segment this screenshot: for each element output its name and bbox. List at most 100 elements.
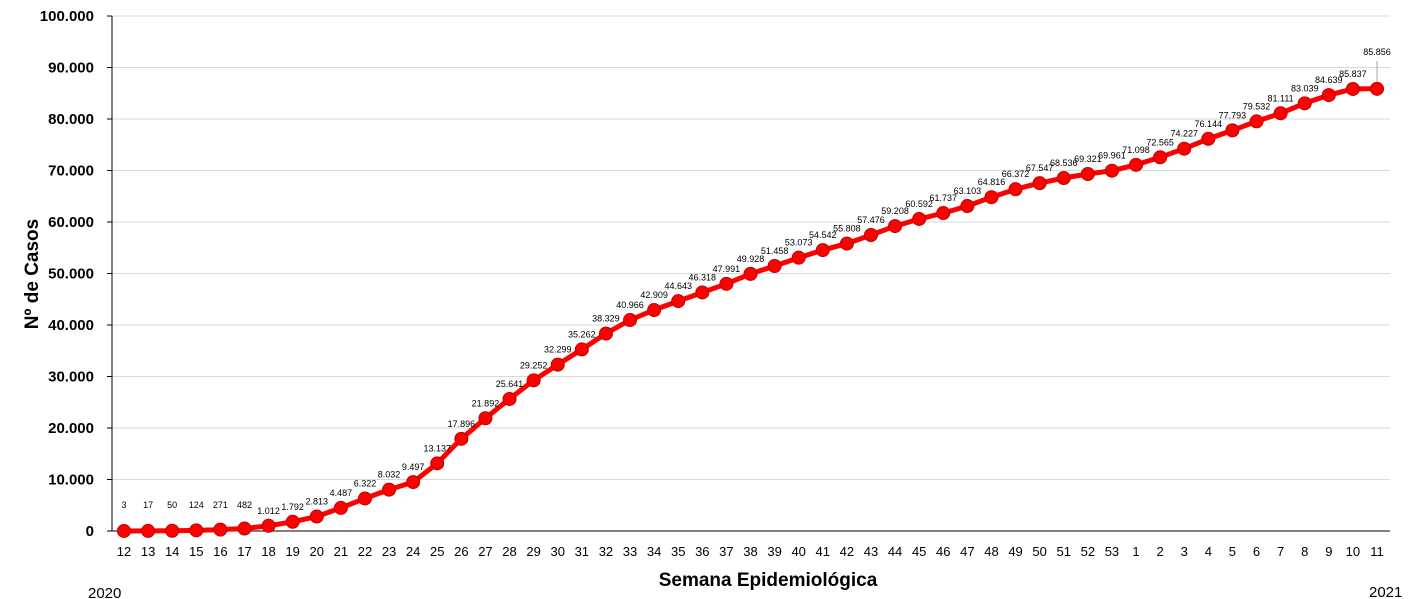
data-label: 84.639: [1315, 75, 1343, 85]
data-label: 4.487: [330, 488, 353, 498]
x-tick-label: 40: [791, 544, 805, 559]
x-tick-label: 53: [1105, 544, 1119, 559]
x-tick-label: 39: [767, 544, 781, 559]
x-tick-label: 29: [526, 544, 540, 559]
x-tick-label: 31: [575, 544, 589, 559]
data-point: [357, 491, 372, 506]
data-label: 32.299: [544, 345, 572, 355]
data-label: 55.808: [833, 224, 861, 234]
data-label: 53.073: [785, 238, 813, 248]
data-label: 59.208: [881, 206, 909, 216]
y-tick-label: 50.000: [48, 266, 94, 283]
x-tick-label: 2: [1157, 544, 1164, 559]
x-tick-label: 16: [213, 544, 227, 559]
x-tick-label: 12: [117, 544, 131, 559]
x-tick-label: 52: [1081, 544, 1095, 559]
x-tick-label: 4: [1205, 544, 1212, 559]
x-tick-label: 24: [406, 544, 420, 559]
data-point: [791, 250, 806, 265]
y-tick-label: 60.000: [48, 214, 94, 231]
data-point: [1104, 163, 1119, 178]
data-point: [406, 475, 421, 490]
data-label: 40.966: [616, 300, 644, 310]
data-label: 271: [213, 500, 228, 510]
data-point: [165, 523, 180, 538]
data-point: [430, 456, 445, 471]
x-tick-label: 33: [623, 544, 637, 559]
data-label: 66.372: [1002, 169, 1030, 179]
data-label: 61.737: [930, 193, 958, 203]
data-point: [839, 236, 854, 251]
x-tick-label: 32: [599, 544, 613, 559]
data-label: 2.813: [306, 497, 329, 507]
data-point: [1153, 150, 1168, 165]
data-label: 81.111: [1268, 93, 1294, 103]
data-point: [574, 342, 589, 357]
x-tick-label: 28: [502, 544, 516, 559]
x-tick-label: 43: [864, 544, 878, 559]
data-point: [189, 523, 204, 538]
data-point: [623, 313, 638, 328]
data-point: [261, 518, 276, 533]
data-label: 29.252: [520, 360, 548, 370]
data-point: [237, 521, 252, 536]
year-end-label: 2021: [1369, 584, 1402, 599]
data-point: [285, 514, 300, 529]
data-point: [141, 523, 156, 538]
data-label: 6.322: [354, 478, 377, 488]
x-tick-label: 21: [334, 544, 348, 559]
data-point: [695, 285, 710, 300]
data-label: 76.144: [1195, 119, 1223, 129]
data-point: [526, 373, 541, 388]
y-tick-label: 30.000: [48, 369, 94, 386]
x-tick-label: 37: [719, 544, 733, 559]
data-point: [1225, 123, 1240, 138]
x-tick-label: 1: [1132, 544, 1139, 559]
x-tick-label: 45: [912, 544, 926, 559]
data-point: [382, 482, 397, 497]
data-point: [888, 219, 903, 234]
data-point: [863, 227, 878, 242]
x-tick-label: 3: [1181, 544, 1188, 559]
data-label: 1.012: [257, 506, 280, 516]
data-label: 44.643: [664, 281, 692, 291]
data-point: [1370, 81, 1384, 96]
series-cases: [117, 81, 1384, 538]
year-start-label: 2020: [88, 585, 121, 599]
y-tick-label: 20.000: [48, 420, 94, 437]
x-tick-label: 13: [141, 544, 155, 559]
x-tick-label: 35: [671, 544, 685, 559]
data-label: 67.547: [1026, 163, 1054, 173]
data-point: [502, 391, 517, 406]
data-label: 71.098: [1122, 145, 1150, 155]
data-point: [815, 243, 830, 258]
y-tick-label: 100.000: [40, 8, 94, 25]
series-line: [123, 86, 1378, 534]
data-label: 50: [167, 500, 177, 510]
x-tick-label: 6: [1253, 544, 1260, 559]
data-label: 13.137: [423, 443, 451, 453]
x-tick-label: 49: [1008, 544, 1022, 559]
x-tick-label: 30: [550, 544, 564, 559]
x-tick-label: 44: [888, 544, 902, 559]
data-label: 64.816: [978, 177, 1006, 187]
data-label: 482: [237, 500, 252, 510]
data-point: [1321, 88, 1336, 103]
x-tick-label: 20: [310, 544, 324, 559]
data-label: 9.497: [402, 462, 425, 472]
x-tick-label: 17: [237, 544, 251, 559]
data-label: 69.321: [1074, 154, 1102, 164]
data-label: 72.565: [1146, 137, 1174, 147]
y-tick-label: 70.000: [48, 163, 94, 180]
x-tick-label: 38: [743, 544, 757, 559]
y-tick-label: 80.000: [48, 111, 94, 128]
data-point: [960, 199, 975, 214]
data-point: [1345, 81, 1360, 96]
x-tick-label: 36: [695, 544, 709, 559]
data-point: [1273, 106, 1288, 121]
data-label: 17.896: [448, 419, 476, 429]
x-tick-label: 9: [1325, 544, 1332, 559]
data-label: 46.318: [689, 272, 717, 282]
data-point: [598, 326, 613, 341]
data-label: 83.039: [1291, 83, 1319, 93]
